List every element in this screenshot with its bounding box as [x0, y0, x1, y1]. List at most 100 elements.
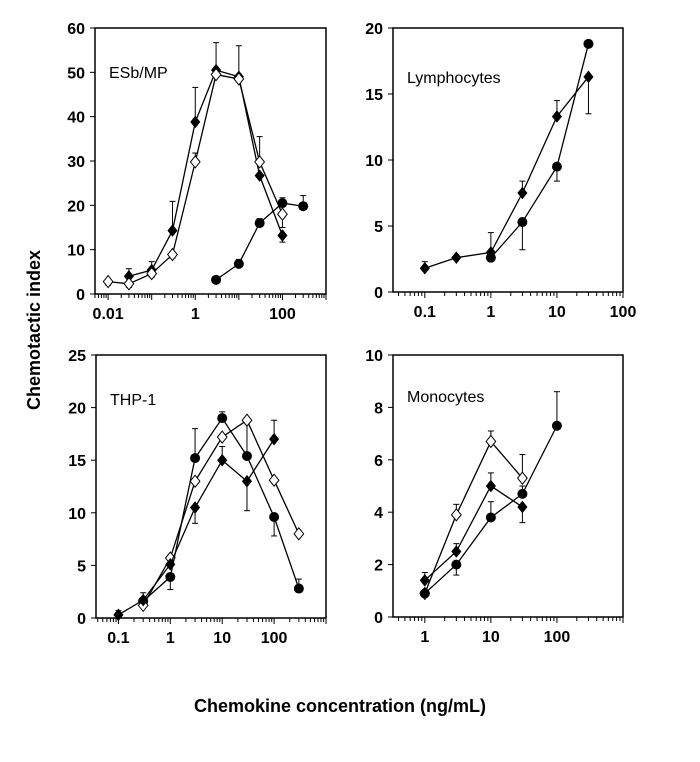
y-tick-label: 10: [67, 243, 85, 260]
data-point: [485, 434, 497, 449]
data-point: [277, 198, 288, 209]
x-tick-label: 10: [213, 630, 231, 647]
y-tick-label: 10: [365, 153, 383, 170]
series-open-diamond: [137, 413, 305, 613]
y-tick-label: 15: [68, 453, 86, 470]
data-point: [217, 413, 228, 424]
panel-title: ESb/MP: [109, 65, 168, 82]
series-filled-diamond: [419, 472, 528, 587]
data-point: [276, 207, 288, 222]
series-line: [215, 202, 304, 281]
series-line: [424, 440, 523, 594]
data-point: [254, 169, 265, 182]
series-line: [128, 69, 284, 277]
data-point: [165, 571, 176, 582]
data-point: [451, 545, 462, 558]
y-tick-label: 60: [67, 21, 85, 38]
data-point: [241, 450, 252, 461]
y-tick-label: 20: [365, 21, 383, 38]
data-point: [216, 430, 228, 444]
data-point: [451, 251, 462, 264]
panel-3: 1 10 100 0 2 4 6 8 10 Monocytes: [365, 348, 624, 646]
plot-frame: [392, 354, 624, 618]
y-tick-label: 40: [67, 110, 85, 127]
data-point: [419, 261, 430, 275]
x-tick-label: 100: [610, 304, 637, 321]
y-tick-label: 15: [365, 87, 383, 104]
data-point: [189, 474, 201, 489]
x-tick-label: 0.01: [93, 306, 124, 323]
series-filled-circle: [211, 195, 309, 285]
data-point: [123, 277, 135, 291]
series-filled-diamond: [123, 42, 288, 283]
data-point: [293, 527, 305, 541]
x-tick-label: 1: [166, 630, 175, 647]
data-point: [583, 38, 594, 49]
series-line: [424, 76, 589, 269]
x-tick-label: 0.1: [414, 304, 436, 321]
y-tick-label: 8: [374, 400, 383, 417]
x-tick-label: 100: [544, 629, 571, 646]
series-filled-circle: [485, 38, 594, 263]
data-point: [190, 453, 201, 464]
data-point: [241, 413, 253, 428]
data-point: [517, 217, 528, 228]
data-point: [165, 558, 176, 571]
data-point: [517, 500, 528, 514]
series-open-diamond: [419, 430, 528, 601]
x-tick-label: 10: [482, 629, 500, 646]
data-point: [217, 453, 228, 467]
data-point: [269, 512, 280, 523]
y-tick-label: 0: [77, 611, 86, 628]
x-tick-label: 1: [486, 304, 495, 321]
data-point: [254, 155, 266, 169]
series-filled-diamond: [113, 419, 280, 622]
data-point: [233, 72, 245, 86]
data-point: [269, 432, 280, 446]
data-point: [167, 224, 178, 237]
y-tick-label: 25: [68, 348, 86, 365]
y-tick-label: 0: [374, 285, 383, 302]
data-point: [517, 186, 528, 200]
panel-1: 0.1 1 10 100 0 5 10 15 20 Lymphocytes: [365, 21, 636, 321]
panel-title: Monocytes: [407, 389, 484, 406]
data-point: [241, 474, 253, 488]
panel-2: 0.1 1 10 100 0 5 10 15 20 25 THP-1: [68, 348, 327, 647]
y-tick-label: 10: [365, 348, 383, 365]
series-open-diamond: [102, 67, 288, 291]
x-tick-label: 1: [191, 306, 200, 323]
y-tick-label: 4: [374, 505, 383, 522]
data-point: [277, 229, 288, 242]
data-point: [233, 258, 244, 269]
data-point: [190, 115, 201, 129]
data-point: [450, 508, 462, 522]
x-tick-label: 100: [261, 630, 288, 647]
data-point: [517, 488, 528, 499]
y-tick-label: 6: [374, 453, 383, 470]
y-tick-label: 20: [67, 198, 85, 215]
data-point: [268, 473, 280, 487]
data-point: [516, 471, 528, 485]
series-filled-diamond: [419, 70, 594, 275]
data-point: [551, 110, 562, 123]
data-point: [167, 247, 178, 262]
data-point: [583, 70, 594, 84]
y-axis-label: Chemotactic index: [24, 250, 44, 410]
data-point: [551, 161, 562, 172]
series-line: [490, 43, 590, 259]
y-tick-label: 2: [374, 558, 383, 575]
data-point: [113, 608, 124, 622]
x-tick-label: 1: [420, 629, 429, 646]
data-point: [419, 588, 430, 599]
x-tick-label: 100: [269, 306, 296, 323]
y-tick-label: 0: [76, 287, 85, 304]
x-axis-label: Chemokine concentration (ng/mL): [194, 696, 486, 716]
y-tick-label: 50: [67, 65, 85, 82]
panel-0: 0.01 1 100 0 10 20 30 40 50 60 ESb/MP: [67, 21, 327, 323]
data-point: [190, 501, 201, 514]
data-point: [210, 67, 222, 82]
data-point: [254, 218, 265, 229]
x-tick-label: 0.1: [107, 630, 129, 647]
